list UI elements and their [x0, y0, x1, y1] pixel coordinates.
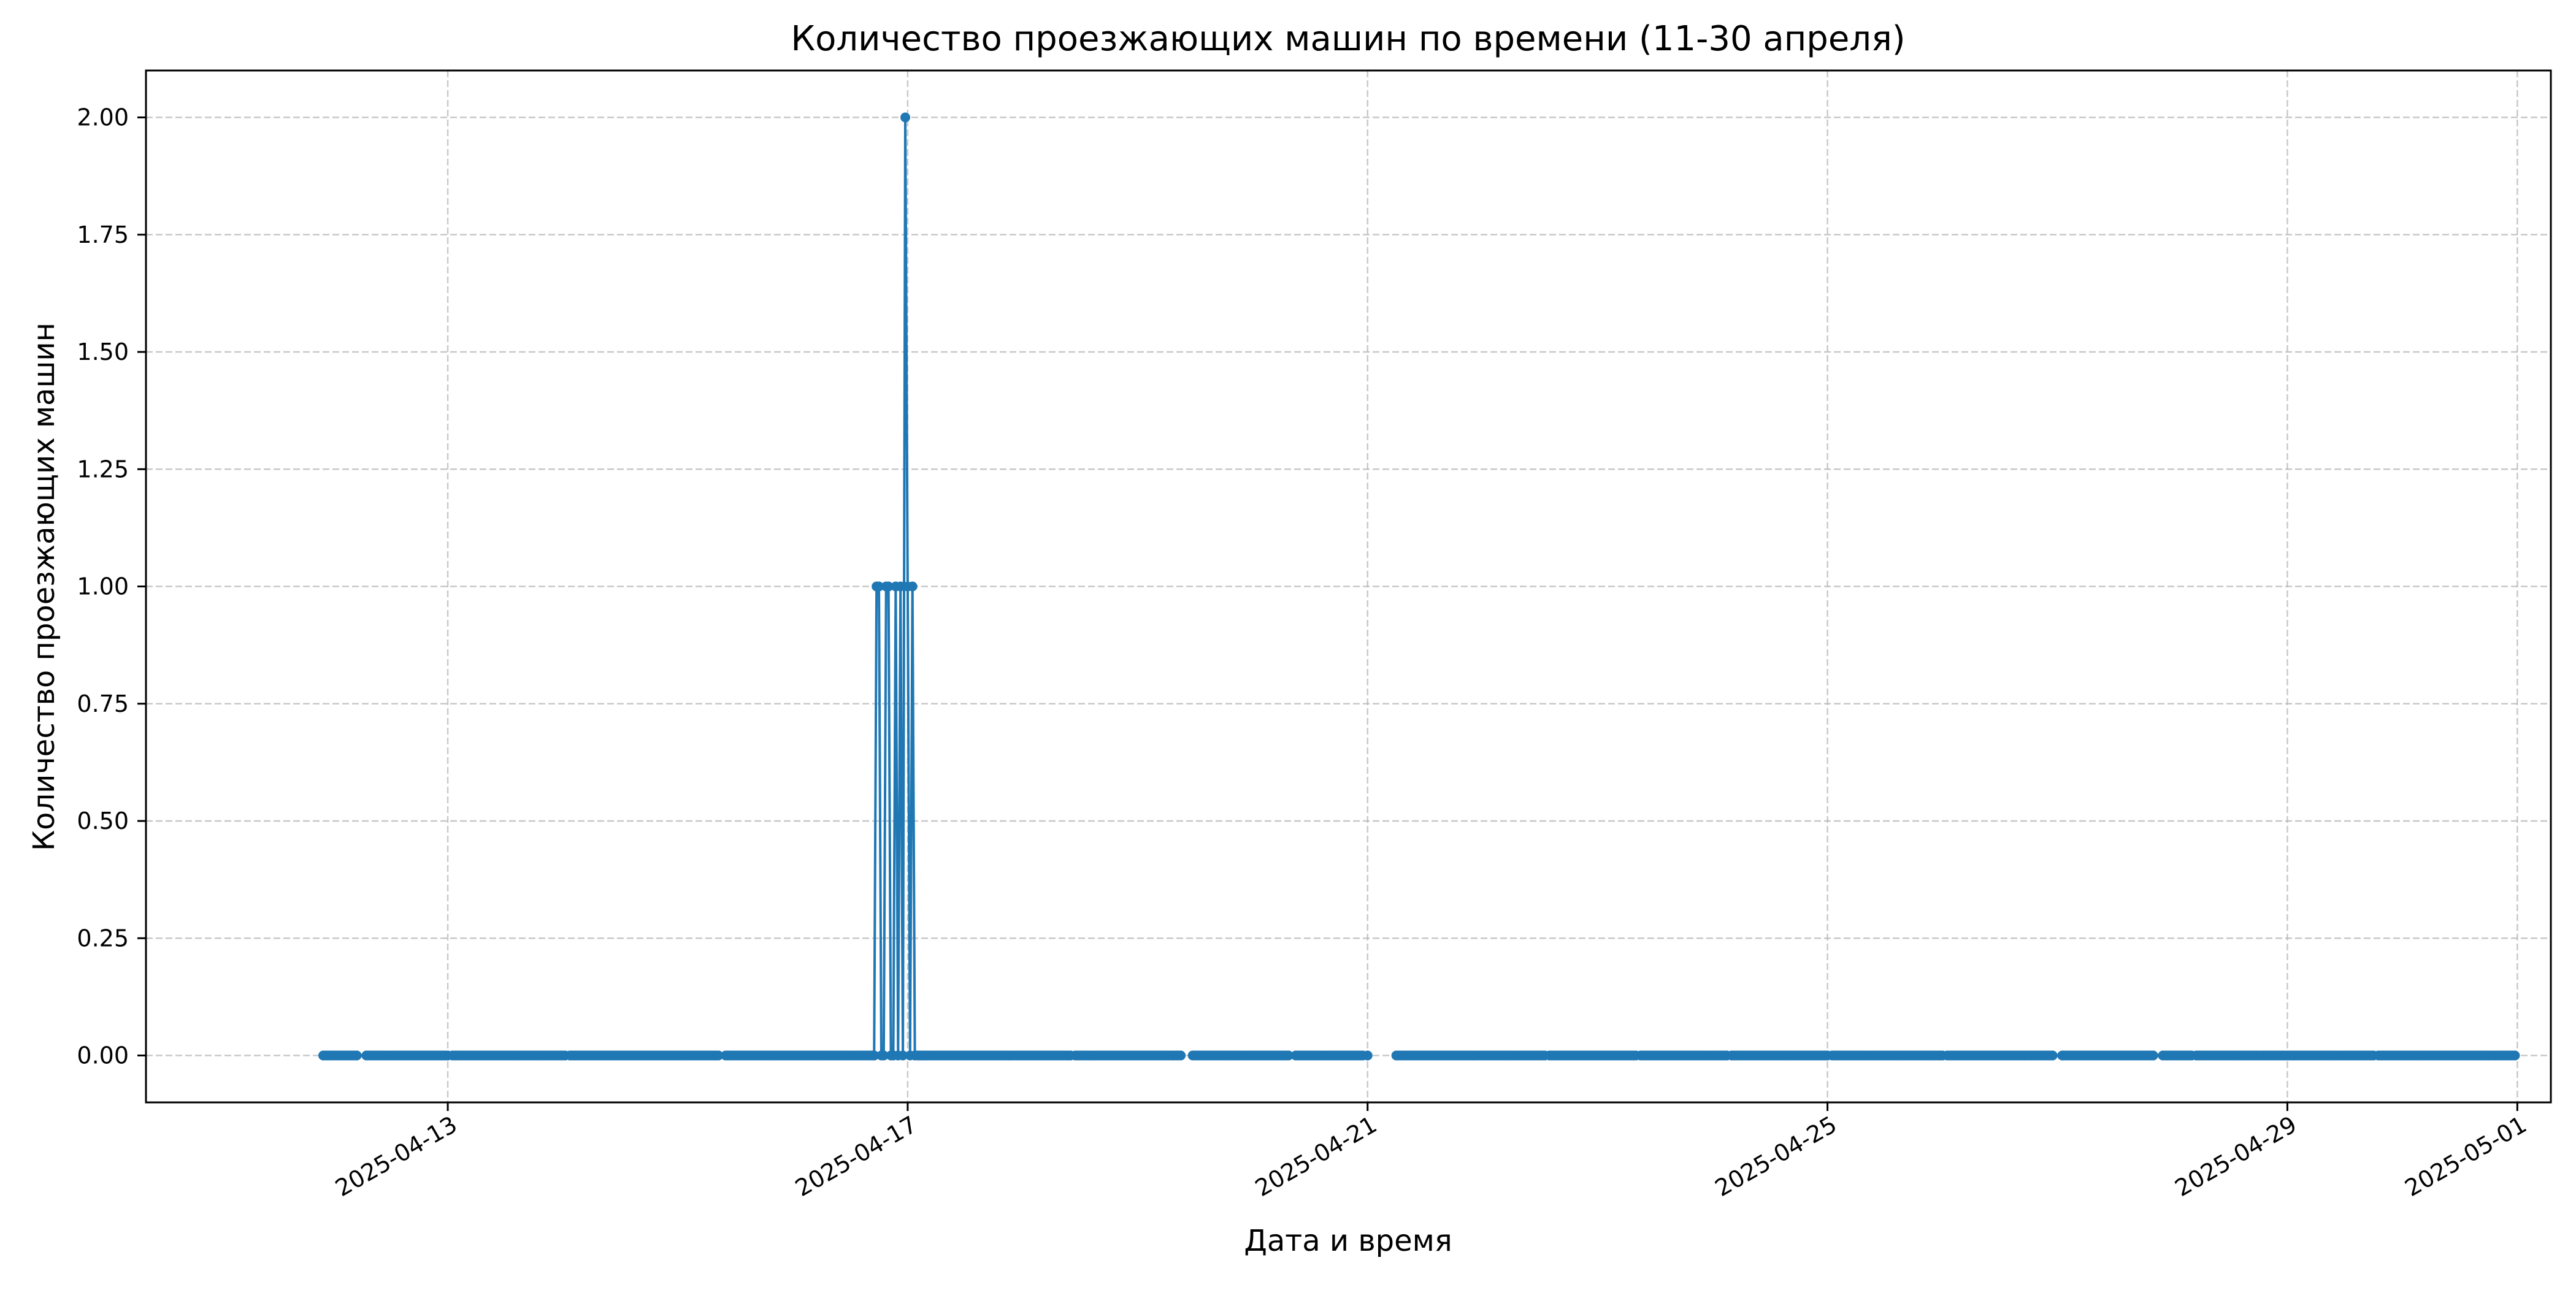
y-tick-label: 1.25: [77, 456, 129, 483]
x-axis-label: Дата и время: [1244, 1224, 1452, 1258]
data-point: [351, 1050, 362, 1061]
data-point: [2510, 1050, 2520, 1061]
y-tick-label: 0.00: [77, 1042, 129, 1069]
y-tick-label: 0.50: [77, 807, 129, 834]
y-tick-label: 0.25: [77, 925, 129, 952]
y-axis-label: Количество проезжающих машин: [27, 322, 61, 851]
data-point: [878, 1050, 889, 1061]
data-point: [2148, 1050, 2158, 1061]
data-point: [883, 581, 894, 592]
data-point: [874, 581, 884, 592]
data-point: [2047, 1050, 2058, 1061]
y-tick-label: 1.75: [77, 221, 129, 248]
data-point: [1362, 1050, 1373, 1061]
data-point: [917, 1050, 927, 1061]
data-point: [1283, 1050, 1294, 1061]
data-point: [898, 1050, 908, 1061]
chart-title: Количество проезжающих машин по времени …: [791, 19, 1905, 59]
y-tick-label: 2.00: [77, 104, 129, 131]
data-series: [318, 112, 2520, 1061]
grid-lines: [146, 71, 2551, 1102]
data-point: [907, 581, 918, 592]
data-point: [713, 1050, 724, 1061]
data-point: [869, 1050, 880, 1061]
y-tick-label: 1.00: [77, 573, 129, 600]
y-tick-label: 0.75: [77, 690, 129, 717]
data-point: [900, 112, 911, 123]
data-point: [1176, 1050, 1186, 1061]
data-point: [895, 581, 906, 592]
y-tick-label: 1.50: [77, 338, 129, 365]
